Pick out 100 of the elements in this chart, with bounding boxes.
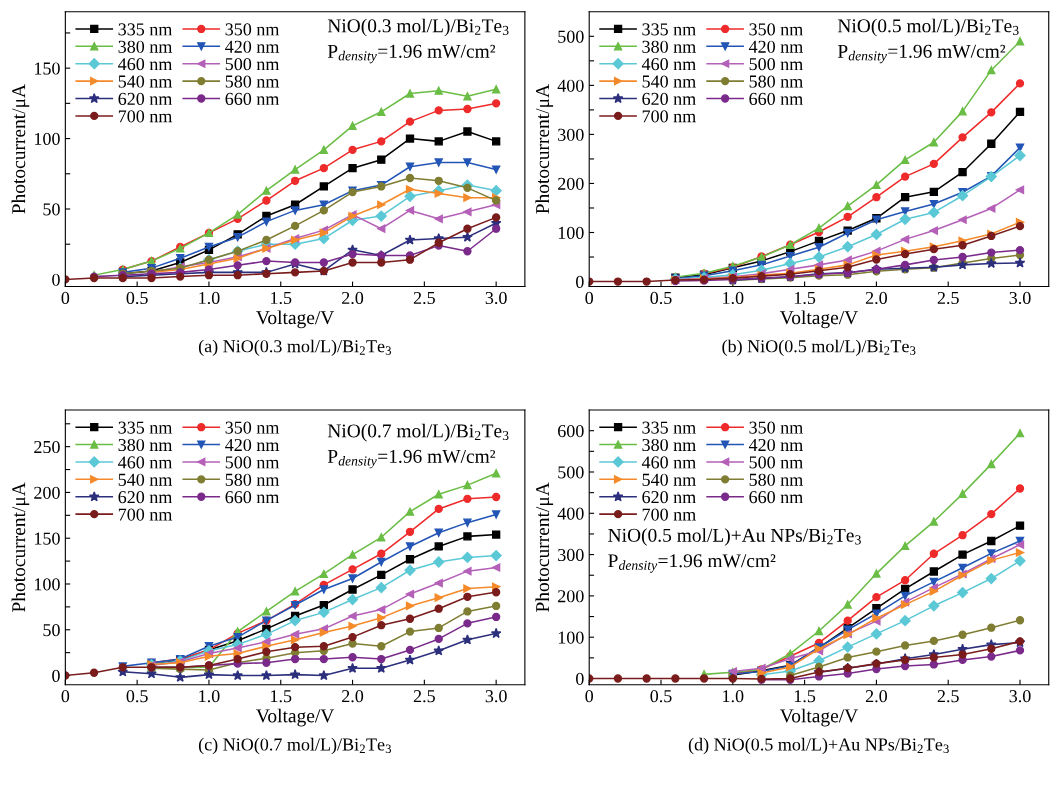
y-tick-label: 0: [52, 669, 60, 682]
text: (c) NiO(0.7 mol/L)/Bi$_{2}$Te$_{3}$: [198, 737, 392, 755]
x-tick-label: 1.5: [271, 690, 292, 703]
legend-label: 350 nm: [749, 421, 803, 434]
x-axis-title: Voltage/V: [779, 708, 858, 727]
legend-label: 460 nm: [118, 58, 173, 71]
y-tick-label: 200: [558, 177, 584, 190]
x-tick-label: 2.5: [413, 690, 435, 703]
text: (d) NiO(0.5 mol/L)+Au NPs/Bi$_{2}$Te$_{3}$: [688, 737, 949, 755]
annotation: P$_{density}$=1.96 mW/cm²: [837, 44, 1006, 64]
x-tick-label: 0.5: [126, 291, 148, 305]
legend-label: 620 nm: [642, 491, 696, 504]
y-tick-label: 100: [558, 226, 584, 239]
legend-label: 660 nm: [749, 92, 803, 105]
legend-label: 460 nm: [641, 58, 696, 71]
legend-label: 380 nm: [118, 40, 173, 53]
legend-label: 380 nm: [118, 438, 173, 452]
y-tick-label: 0: [576, 275, 584, 288]
text: (b) NiO(0.5 mol/L)/Bi$_{2}$Te$_{3}$: [722, 339, 916, 357]
legend-label: 420 nm: [748, 438, 803, 452]
legend-label: 420 nm: [748, 40, 803, 53]
y-tick-label: 250: [34, 440, 60, 454]
x-tick-label: 3.0: [485, 291, 507, 305]
y-tick-label: 300: [558, 128, 584, 141]
legend-label: 500 nm: [225, 58, 280, 71]
y-tick-label: 100: [34, 132, 60, 146]
x-axis-title: Voltage/V: [779, 310, 858, 329]
x-tick-label: 0.5: [650, 291, 672, 305]
legend-label: 380 nm: [642, 438, 696, 452]
y-tick-label: 50: [43, 624, 60, 637]
x-tick-label: 2.5: [937, 291, 959, 305]
legend-label: 580 nm: [225, 75, 280, 88]
x-tick-label: 2.0: [342, 690, 364, 703]
x-tick-label: 3.0: [1009, 291, 1031, 305]
x-tick-label: 0: [61, 690, 70, 703]
legend-label: 540 nm: [642, 473, 696, 486]
y-tick-label: 150: [34, 62, 60, 75]
x-axis-title: Voltage/V: [256, 708, 335, 727]
legend-label: 700 nm: [118, 508, 173, 521]
x-tick-label: 3.0: [485, 690, 507, 703]
y-tick-label: 300: [558, 548, 584, 562]
legend-label: 700 nm: [642, 508, 696, 521]
y-tick-label: 400: [557, 507, 584, 520]
legend-label: 580 nm: [749, 473, 803, 486]
legend-label: 335 nm: [642, 23, 696, 36]
y-tick-label: 500: [558, 466, 584, 479]
legend-label: 460 nm: [641, 456, 696, 469]
x-tick-label: 1.0: [723, 690, 744, 703]
legend-label: 700 nm: [118, 110, 173, 123]
legend-label: 540 nm: [118, 75, 173, 88]
y-tick-label: 200: [34, 486, 60, 499]
legend-label: 420 nm: [225, 438, 280, 452]
annotation: P$_{density}$=1.96 mW/cm²: [608, 554, 776, 573]
y-tick-label: 100: [34, 578, 60, 591]
annotation: NiO(0.7 mol/L)/Bi$_{2}$Te$_{3}$: [327, 423, 509, 442]
x-tick-label: 1.5: [794, 690, 816, 703]
legend-label: 460 nm: [118, 456, 173, 469]
y-tick-label: 400: [557, 79, 584, 92]
y-axis-title: Photocurrent/μA: [11, 84, 30, 214]
y-axis-title: Photocurrent/μA: [535, 482, 554, 612]
legend-label: 350 nm: [225, 421, 280, 434]
y-tick-label: 100: [558, 631, 584, 644]
y-tick-label: 0: [576, 672, 584, 685]
legend-label: 335 nm: [118, 421, 173, 434]
legend-label: 380 nm: [642, 40, 696, 53]
y-tick-label: 500: [558, 30, 584, 43]
legend-label: 580 nm: [225, 473, 280, 486]
legend-label: 700 nm: [642, 110, 696, 123]
y-axis-title: Photocurrent/μA: [535, 84, 554, 214]
annotation: P$_{density}$=1.96 mW/cm²: [327, 449, 496, 469]
x-tick-label: 0: [585, 690, 594, 703]
legend-label: 620 nm: [118, 92, 173, 105]
x-tick-label: 1.5: [794, 291, 816, 305]
legend-label: 350 nm: [749, 23, 803, 36]
legend-label: 540 nm: [118, 473, 173, 486]
legend-label: 620 nm: [118, 491, 173, 504]
x-tick-label: 2.0: [342, 291, 364, 305]
legend-label: 540 nm: [642, 75, 696, 88]
legend-label: 660 nm: [225, 92, 280, 105]
legend-label: 660 nm: [225, 491, 280, 504]
x-tick-label: 1.5: [271, 291, 292, 305]
x-tick-label: 0: [585, 291, 594, 305]
legend-label: 335 nm: [642, 421, 696, 434]
legend-label: 420 nm: [225, 40, 280, 53]
legend-label: 620 nm: [642, 92, 696, 105]
x-tick-label: 2.0: [865, 690, 887, 703]
x-tick-label: 1.0: [199, 291, 220, 305]
legend-label: 350 nm: [225, 23, 280, 36]
legend-label: 580 nm: [749, 75, 803, 88]
legend-label: 500 nm: [749, 58, 803, 71]
annotation: NiO(0.5 mol/L)+Au NPs/Bi$_{2}$Te$_{3}$: [608, 528, 861, 546]
y-tick-label: 50: [43, 203, 60, 216]
x-tick-label: 0.5: [126, 690, 148, 703]
y-axis-title: Photocurrent/μA: [11, 482, 30, 612]
x-tick-label: 1.0: [199, 690, 220, 703]
x-tick-label: 2.0: [865, 291, 887, 305]
x-tick-label: 1.0: [723, 291, 744, 305]
legend-label: 500 nm: [749, 456, 803, 469]
x-tick-label: 0: [61, 291, 70, 305]
x-tick-label: 2.5: [413, 291, 435, 305]
